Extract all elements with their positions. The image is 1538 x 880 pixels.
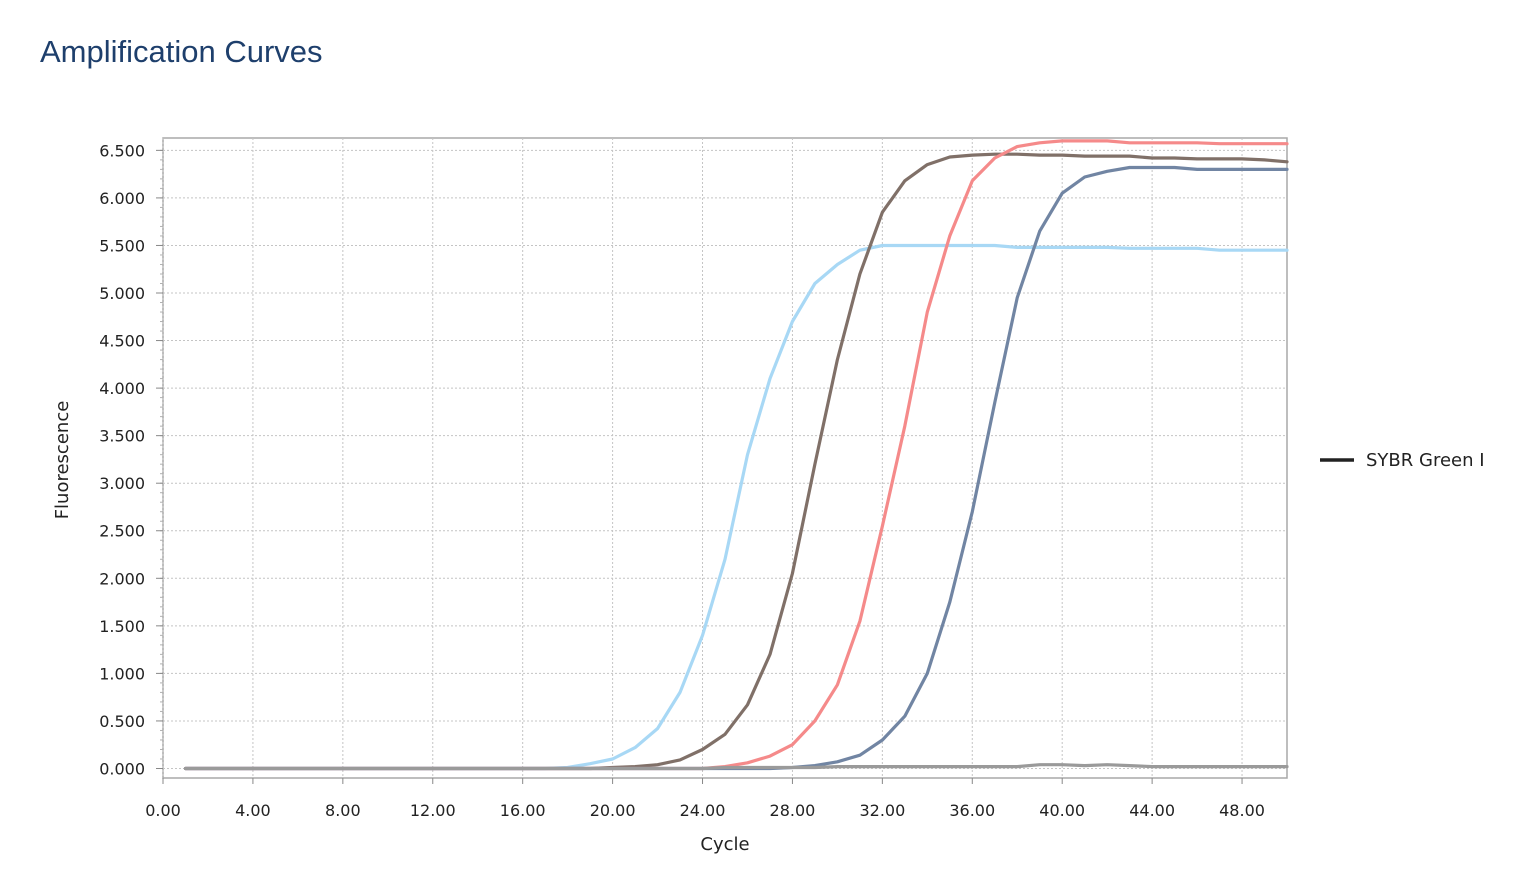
y-tick-label: 3.500 bbox=[99, 427, 145, 446]
x-tick-label: 20.00 bbox=[590, 801, 636, 820]
series-layer bbox=[183, 139, 1289, 771]
plot-area bbox=[162, 137, 1288, 779]
plot-frame bbox=[162, 137, 1288, 779]
x-tick-label: 32.00 bbox=[859, 801, 905, 820]
y-tick-label: 1.500 bbox=[99, 617, 145, 636]
x-axis-ticks: 0.00 4.00 8.00 12.00 16.00 20.00 24.00 28.00 32.… bbox=[145, 778, 1265, 820]
y-tick-label: 3.000 bbox=[99, 474, 145, 493]
y-axis-title: Fluorescence bbox=[52, 401, 73, 520]
y-tick-label: 5.500 bbox=[99, 236, 145, 255]
x-axis-title: Cycle bbox=[700, 834, 749, 855]
x-tick-label: 48.00 bbox=[1219, 801, 1265, 820]
amplification-curve-5 bbox=[183, 763, 1289, 771]
y-tick-label: 0.000 bbox=[99, 759, 145, 778]
y-tick-label: 4.500 bbox=[99, 332, 145, 351]
y-tick-label: 6.000 bbox=[99, 189, 145, 208]
page-title: Amplification Curves bbox=[40, 34, 323, 69]
y-tick-label: 4.000 bbox=[99, 379, 145, 398]
x-tick-label: 12.00 bbox=[410, 801, 456, 820]
y-tick-label: 1.000 bbox=[99, 664, 145, 683]
x-tick-label: 0.00 bbox=[145, 801, 181, 820]
y-axis-ticks: 0.000 0.500 1.000 1.500 2.000 2.500 3.000 3.500… bbox=[99, 141, 163, 778]
y-tick-label: 0.500 bbox=[99, 712, 145, 731]
x-tick-label: 44.00 bbox=[1129, 801, 1175, 820]
x-tick-label: 16.00 bbox=[500, 801, 546, 820]
y-tick-label: 5.000 bbox=[99, 284, 145, 303]
x-tick-label: 40.00 bbox=[1039, 801, 1085, 820]
grid-lines bbox=[162, 138, 1287, 778]
legend: SYBR Green I bbox=[1320, 450, 1485, 471]
x-tick-label: 4.00 bbox=[235, 801, 271, 820]
y-tick-label: 2.000 bbox=[99, 569, 145, 588]
y-tick-label: 6.500 bbox=[99, 141, 145, 160]
x-tick-label: 24.00 bbox=[680, 801, 726, 820]
x-tick-label: 8.00 bbox=[325, 801, 361, 820]
x-tick-label: 36.00 bbox=[949, 801, 995, 820]
x-tick-label: 28.00 bbox=[770, 801, 816, 820]
y-tick-label: 2.500 bbox=[99, 522, 145, 541]
legend-label: SYBR Green I bbox=[1366, 450, 1485, 471]
